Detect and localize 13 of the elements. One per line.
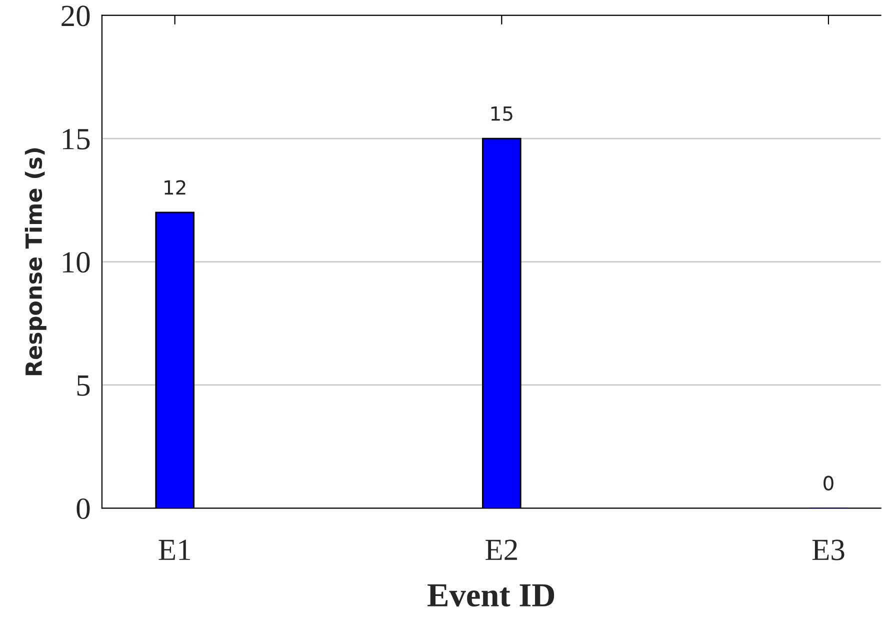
data-label: 12 [164, 180, 186, 195]
y-tick-label: 0 [76, 498, 90, 520]
data-label: 0 [824, 476, 834, 491]
data-label: 15 [491, 106, 512, 121]
y-tick-label: 15 [62, 128, 90, 150]
x-tick-label: E2 [486, 540, 517, 560]
y-axis-title: Response Time (s) [24, 148, 46, 376]
y-tick-label: 5 [77, 376, 90, 396]
y-tick-label: 20 [62, 6, 90, 26]
x-tick-label: E1 [158, 540, 190, 560]
x-tick-label: E3 [812, 540, 844, 560]
x-axis-title: Event ID [428, 584, 554, 607]
y-tick-label: 10 [62, 252, 90, 273]
